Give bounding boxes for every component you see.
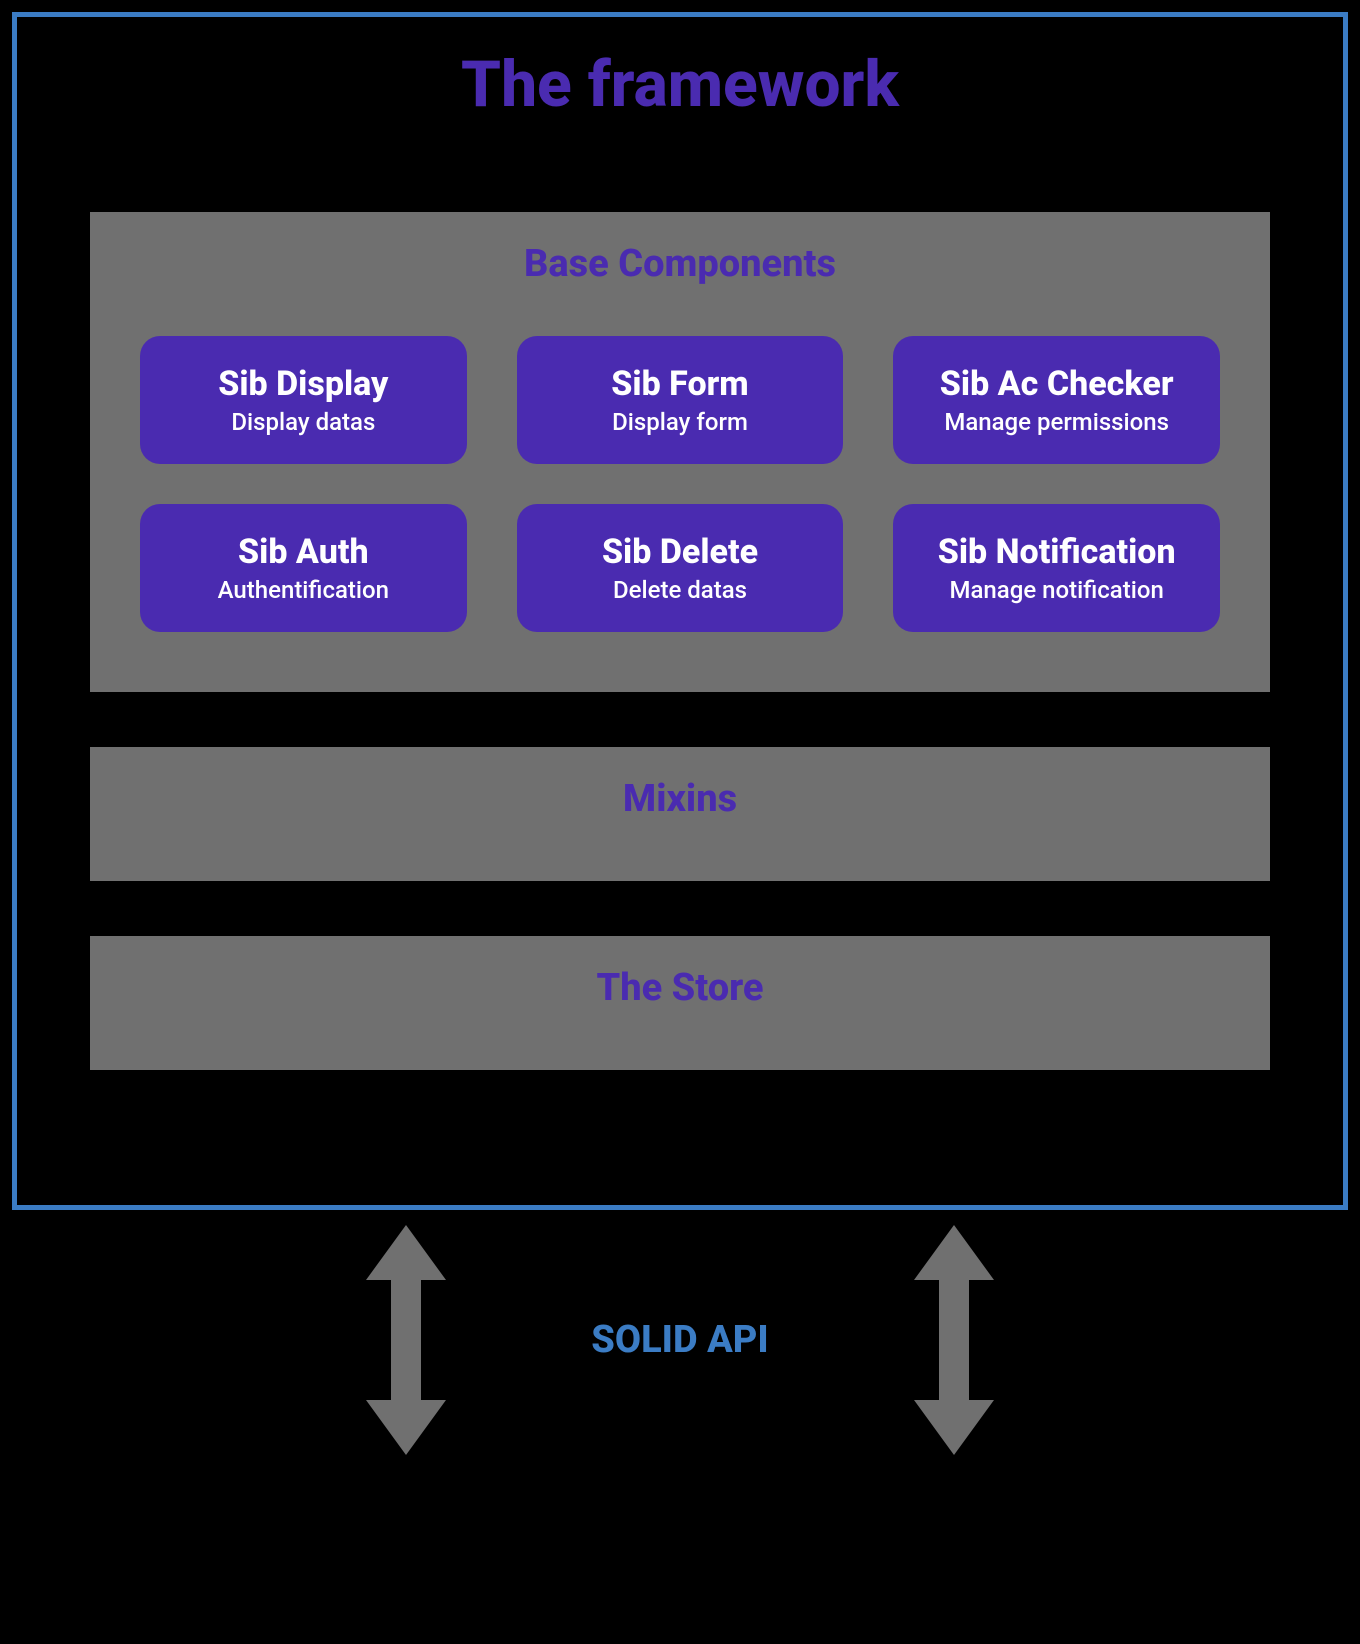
card-desc: Display form bbox=[537, 408, 824, 436]
store-section: The Store bbox=[90, 936, 1270, 1070]
mixins-section: Mixins bbox=[90, 747, 1270, 881]
card-sib-auth: Sib Auth Authentification bbox=[140, 504, 467, 632]
card-name: Sib Delete bbox=[537, 532, 824, 572]
base-components-section: Base Components Sib Display Display data… bbox=[90, 212, 1270, 692]
card-sib-display: Sib Display Display datas bbox=[140, 336, 467, 464]
card-name: Sib Display bbox=[160, 364, 447, 404]
framework-title: The framework bbox=[17, 47, 1343, 122]
api-label: SOLID API bbox=[591, 1318, 768, 1362]
card-sib-delete: Sib Delete Delete datas bbox=[517, 504, 844, 632]
card-name: Sib Notification bbox=[913, 532, 1200, 572]
mixins-title: Mixins bbox=[90, 777, 1270, 821]
card-desc: Manage notification bbox=[913, 576, 1200, 604]
card-sib-notification: Sib Notification Manage notification bbox=[893, 504, 1220, 632]
store-title: The Store bbox=[90, 966, 1270, 1010]
card-sib-form: Sib Form Display form bbox=[517, 336, 844, 464]
double-arrow-icon bbox=[909, 1225, 999, 1455]
card-desc: Delete datas bbox=[537, 576, 824, 604]
card-desc: Display datas bbox=[160, 408, 447, 436]
card-sib-ac-checker: Sib Ac Checker Manage permissions bbox=[893, 336, 1220, 464]
base-components-title: Base Components bbox=[130, 242, 1230, 286]
double-arrow-icon bbox=[361, 1225, 451, 1455]
card-desc: Manage permissions bbox=[913, 408, 1200, 436]
card-name: Sib Form bbox=[537, 364, 824, 404]
framework-container: The framework Base Components Sib Displa… bbox=[12, 12, 1348, 1210]
card-desc: Authentification bbox=[160, 576, 447, 604]
card-name: Sib Auth bbox=[160, 532, 447, 572]
component-grid: Sib Display Display datas Sib Form Displ… bbox=[130, 336, 1230, 632]
card-name: Sib Ac Checker bbox=[913, 364, 1200, 404]
api-row: SOLID API bbox=[0, 1230, 1360, 1450]
